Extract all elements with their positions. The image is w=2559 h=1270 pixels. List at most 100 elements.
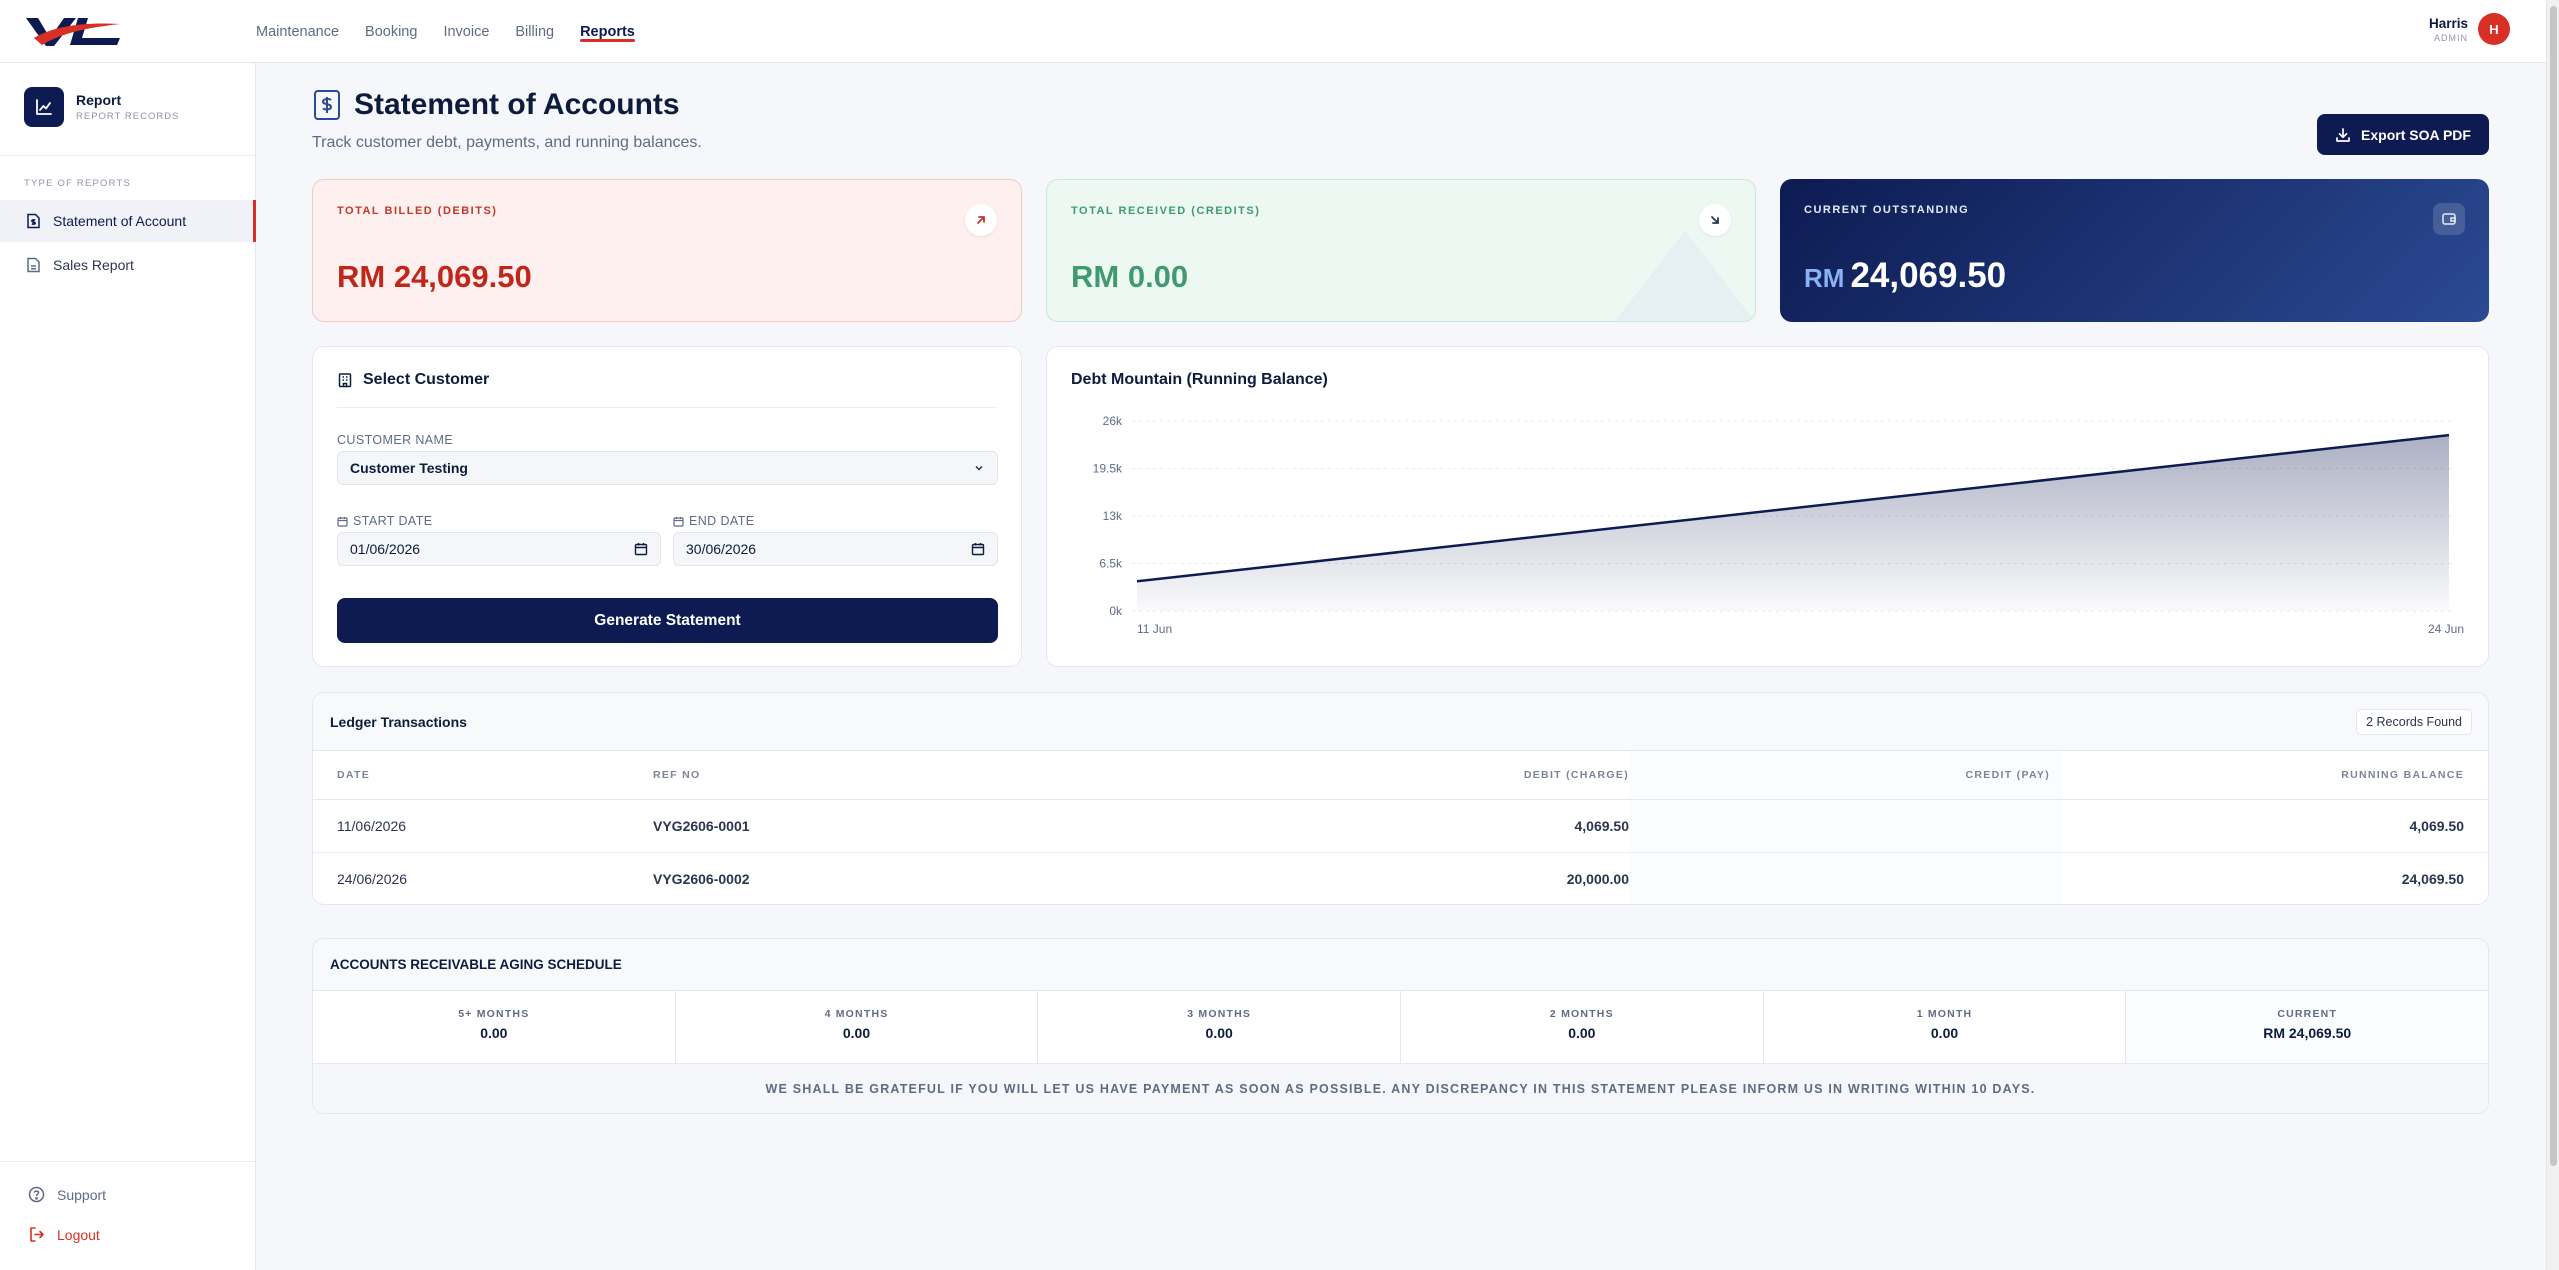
- aging-bucket-5plus-months: 5+ MONTHS 0.00: [313, 991, 676, 1063]
- series-line: [1136, 433, 2450, 583]
- kpi-current-outstanding: CURRENT OUTSTANDING RM 24,069.50: [1780, 179, 2489, 322]
- building-icon: [338, 373, 352, 388]
- select-customer-title: Select Customer: [363, 371, 490, 388]
- aging-bucket-2-months: 2 MONTHS 0.00: [1401, 991, 1764, 1063]
- sidebar-footer-divider: [0, 1161, 255, 1162]
- kpi-total-received: TOTAL RECEIVED (CREDITS) RM 0.00: [1046, 179, 1756, 322]
- table-row[interactable]: 24/06/2026 VYG2606-0002 20,000.00 24,069…: [313, 852, 2488, 904]
- x-tick-label: 24 Jun: [2428, 622, 2464, 636]
- report-chart-icon: [24, 87, 64, 127]
- sidebar-section-label: TYPE OF REPORTS: [24, 178, 132, 189]
- x-tick-label: 11 Jun: [1137, 622, 1172, 636]
- support-link[interactable]: Support: [28, 1186, 106, 1203]
- customer-name-label: CUSTOMER NAME: [337, 433, 454, 447]
- aging-value: 0.00: [1568, 1025, 1596, 1041]
- chevron-down-icon: [975, 465, 983, 471]
- logout-icon: [30, 1227, 44, 1242]
- help-circle-icon: [28, 1186, 45, 1203]
- nav-booking[interactable]: Booking: [365, 23, 418, 40]
- aging-label: 3 MONTHS: [1187, 1008, 1252, 1020]
- logout-label: Logout: [57, 1226, 100, 1243]
- col-running-balance: RUNNING BALANCE: [2062, 751, 2488, 800]
- end-date-input[interactable]: 30/06/2026: [673, 532, 998, 566]
- sidebar-title: Report: [76, 92, 122, 108]
- row-credit: [1629, 852, 2062, 904]
- end-date-label: END DATE: [673, 514, 754, 528]
- customer-select[interactable]: Customer Testing: [337, 451, 998, 485]
- nav-invoice[interactable]: Invoice: [443, 23, 490, 40]
- panel-divider: [337, 407, 997, 408]
- sidebar-subtitle: REPORT RECORDS: [76, 111, 180, 122]
- nav-reports[interactable]: Reports: [580, 0, 635, 63]
- row-debit: 20,000.00: [1566, 870, 1629, 887]
- records-found-badge: 2 Records Found: [2356, 708, 2472, 735]
- user-name: Harris: [2428, 15, 2468, 31]
- aging-label: 1 MONTH: [1916, 1008, 1973, 1020]
- end-date-label-text: END DATE: [689, 514, 755, 528]
- user-role: ADMIN: [2434, 32, 2468, 43]
- debt-mountain-chart: Debt Mountain (Running Balance) 0k 6.5k 13…: [1046, 346, 2489, 667]
- export-soa-pdf-button[interactable]: Export SOA PDF: [2317, 114, 2489, 155]
- row-balance: 24,069.50: [2401, 870, 2464, 887]
- invoice-dollar-icon: [314, 90, 340, 120]
- calendar-picker-icon[interactable]: [971, 542, 985, 556]
- page-subtitle: Track customer debt, payments, and runni…: [312, 134, 702, 151]
- row-ref-no: VYG2606-0001: [653, 799, 1213, 853]
- aging-label: CURRENT: [2277, 1008, 2338, 1020]
- row-date: 11/06/2026: [313, 799, 653, 853]
- page-header: Statement of Accounts: [312, 88, 680, 122]
- y-tick-label: 0k: [1109, 604, 1123, 618]
- nav-maintenance[interactable]: Maintenance: [256, 23, 340, 40]
- chart-title: Debt Mountain (Running Balance): [1071, 371, 1328, 388]
- ledger-title: Ledger Transactions: [330, 713, 467, 730]
- calendar-picker-icon[interactable]: [634, 542, 648, 556]
- page-scrollbar[interactable]: [2546, 0, 2559, 1270]
- row-credit: [1629, 799, 2062, 853]
- scrollbar-thumb[interactable]: [2550, 6, 2557, 1166]
- calendar-icon: [337, 516, 348, 527]
- user-menu[interactable]: Harris ADMIN H: [2429, 13, 2510, 45]
- sidebar-item-statement-of-account[interactable]: Statement of Account: [0, 200, 256, 242]
- table-header-row: DATE REF NO DEBIT (CHARGE) CREDIT (PAY) …: [313, 751, 2488, 800]
- end-date-value: 30/06/2026: [686, 541, 757, 557]
- y-tick-label: 19.5k: [1093, 462, 1123, 476]
- series-area: [1137, 435, 2449, 611]
- aging-label: 4 MONTHS: [824, 1008, 889, 1020]
- aging-value: RM 24,069.50: [2263, 1025, 2352, 1041]
- col-debit: DEBIT (CHARGE): [1213, 751, 1629, 800]
- arrow-down-right-icon: [1699, 204, 1731, 236]
- calendar-icon: [673, 516, 684, 527]
- payment-notice: WE SHALL BE GRATEFUL IF YOU WILL LET US …: [313, 1064, 2488, 1113]
- generate-statement-button[interactable]: Generate Statement: [337, 598, 998, 643]
- kpi-value: RM 24,069.50: [337, 259, 532, 294]
- avatar[interactable]: H: [2478, 13, 2510, 45]
- top-navbar: Maintenance Booking Invoice Billing Repo…: [0, 0, 2546, 63]
- support-label: Support: [57, 1186, 107, 1203]
- document-dollar-icon: [27, 213, 40, 229]
- ledger-table: DATE REF NO DEBIT (CHARGE) CREDIT (PAY) …: [313, 751, 2488, 904]
- sidebar-item-label: Sales Report: [53, 257, 134, 273]
- running-balance-chart: 0k 6.5k 13k 19.5k 26k 11 Jun 24 Jun: [1093, 414, 2464, 636]
- main-nav: Maintenance Booking Invoice Billing Repo…: [256, 0, 635, 63]
- sidebar-header: Report REPORT RECORDS: [24, 87, 179, 127]
- sidebar: Report REPORT RECORDS TYPE OF REPORTS St…: [0, 63, 256, 1270]
- y-tick-label: 13k: [1103, 509, 1123, 523]
- aging-label: 2 MONTHS: [1549, 1008, 1614, 1020]
- aging-grid: 5+ MONTHS 0.00 4 MONTHS 0.00 3 MONTHS 0.…: [313, 991, 2488, 1064]
- select-customer-panel: Select Customer CUSTOMER NAME Customer T…: [312, 346, 1022, 667]
- sidebar-item-label: Statement of Account: [53, 213, 187, 229]
- start-date-input[interactable]: 01/06/2026: [337, 532, 661, 566]
- table-row[interactable]: 11/06/2026 VYG2606-0001 4,069.50 4,069.5…: [313, 799, 2488, 853]
- company-logo[interactable]: [24, 12, 122, 48]
- document-icon: [27, 257, 40, 273]
- start-date-value: 01/06/2026: [350, 541, 421, 557]
- kpi-label: TOTAL RECEIVED (CREDITS): [1071, 205, 1261, 217]
- mountain-decoration: [1615, 231, 1755, 321]
- row-ref-no: VYG2606-0002: [653, 870, 750, 887]
- logout-link[interactable]: Logout: [28, 1226, 100, 1243]
- aging-bucket-current: CURRENT RM 24,069.50: [2126, 991, 2488, 1063]
- page-title: Statement of Accounts: [354, 88, 680, 121]
- sidebar-item-sales-report[interactable]: Sales Report: [0, 244, 256, 286]
- nav-billing[interactable]: Billing: [515, 23, 555, 40]
- row-debit: 4,069.50: [1213, 799, 1629, 853]
